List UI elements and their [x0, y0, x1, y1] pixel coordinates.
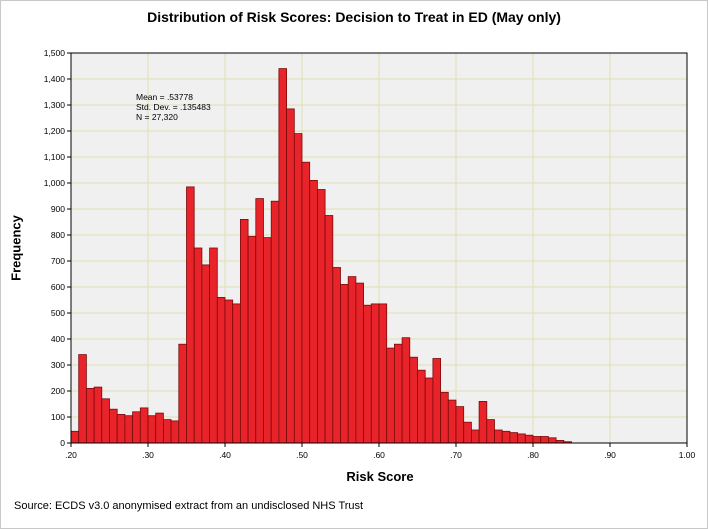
histogram-bar	[393, 343, 403, 444]
y-tick-label: 0	[60, 438, 65, 448]
histogram-bar	[178, 343, 187, 444]
histogram-bar	[509, 432, 518, 444]
y-tick-label: 500	[51, 308, 65, 318]
histogram-bar	[278, 68, 287, 444]
x-tick-label: .30	[142, 450, 154, 460]
histogram-bar	[316, 189, 326, 444]
x-tick-label: .90	[604, 450, 616, 460]
x-tick-label: .40	[219, 450, 231, 460]
y-tick-label: 1,100	[44, 152, 66, 162]
histogram-bar	[517, 433, 526, 444]
histogram-bar	[494, 429, 503, 444]
x-tick-label: .20	[65, 450, 77, 460]
histogram-bar	[355, 282, 364, 444]
histogram-bar	[432, 358, 441, 444]
histogram-bar	[332, 267, 341, 444]
y-tick-label: 1,200	[44, 126, 66, 136]
histogram-bar	[147, 415, 157, 444]
histogram-bar	[224, 299, 234, 444]
histogram-bar	[455, 406, 465, 444]
histogram-bar	[247, 235, 257, 444]
y-tick-label: 1,000	[44, 178, 66, 188]
histogram-bar	[209, 247, 218, 444]
y-tick-label: 1,500	[44, 48, 66, 58]
histogram-bar	[70, 430, 80, 444]
std-annotation: Std. Dev. = .135483	[136, 102, 211, 112]
histogram-bar	[101, 398, 110, 444]
histogram-bar	[370, 303, 380, 444]
histogram-bar	[124, 415, 134, 444]
histogram-bar	[532, 436, 542, 444]
histogram-bar	[286, 108, 295, 444]
y-tick-label: 1,400	[44, 74, 66, 84]
histogram-bar	[232, 303, 241, 444]
histogram-bar	[86, 387, 95, 444]
stats-annotation: Mean = .53778 Std. Dev. = .135483 N = 27…	[136, 92, 211, 122]
histogram-bar	[201, 264, 210, 444]
histogram-bar	[170, 420, 180, 444]
histogram-bar	[486, 419, 495, 444]
histogram-bar	[524, 434, 534, 444]
histogram-bar	[324, 215, 334, 444]
histogram-bar	[347, 276, 357, 444]
histogram-bar	[417, 369, 426, 444]
histogram-bar	[548, 437, 557, 444]
histogram-bar	[424, 377, 434, 444]
y-tick-label: 900	[51, 204, 65, 214]
y-tick-label: 1,300	[44, 100, 66, 110]
histogram-bar	[401, 337, 411, 444]
histogram-bar	[470, 429, 480, 444]
histogram-bar	[116, 413, 126, 444]
histogram-bar	[193, 247, 203, 444]
y-tick-label: 100	[51, 412, 65, 422]
x-tick-label: .70	[450, 450, 462, 460]
x-tick-label: .60	[373, 450, 385, 460]
histogram-bar	[239, 218, 249, 444]
histogram-bar	[309, 179, 318, 444]
histogram-bar	[463, 421, 472, 444]
histogram-bar	[363, 304, 372, 444]
source-note: Source: ECDS v3.0 anonymised extract fro…	[14, 500, 364, 512]
y-tick-label: 600	[51, 282, 65, 292]
histogram-bar	[409, 356, 418, 444]
n-annotation: N = 27,320	[136, 112, 178, 122]
histogram-bar	[255, 198, 264, 444]
histogram-bar	[301, 161, 311, 444]
y-tick-label: 300	[51, 360, 65, 370]
histogram-bar	[478, 400, 488, 444]
histogram-bar	[378, 303, 388, 444]
x-tick-label: 1.00	[679, 450, 696, 460]
histogram-bar	[501, 430, 511, 444]
histogram-bar	[109, 408, 118, 444]
histogram-bar	[270, 200, 280, 444]
y-tick-label: 700	[51, 256, 65, 266]
histogram-bar	[440, 391, 449, 444]
y-tick-label: 800	[51, 230, 65, 240]
histogram-bar	[447, 399, 457, 444]
histogram-bar	[78, 354, 87, 444]
mean-annotation: Mean = .53778	[136, 92, 193, 102]
histogram-bar	[216, 296, 226, 444]
chart-title: Distribution of Risk Scores: Decision to…	[147, 9, 561, 25]
histogram-bar	[386, 347, 395, 444]
x-axis-label: Risk Score	[346, 469, 414, 484]
histogram-bar	[162, 419, 172, 444]
histogram-bar	[132, 411, 141, 444]
histogram-bar	[340, 283, 349, 444]
histogram-bar	[155, 412, 164, 444]
histogram-bar	[139, 407, 149, 444]
histogram-bar	[540, 436, 549, 444]
x-tick-label: .80	[527, 450, 539, 460]
histogram-bar	[263, 237, 272, 444]
histogram-bar	[293, 133, 303, 444]
y-tick-label: 200	[51, 386, 65, 396]
histogram-bar	[93, 386, 103, 444]
y-tick-label: 400	[51, 334, 65, 344]
histogram-bar	[186, 186, 195, 444]
x-tick-label: .50	[296, 450, 308, 460]
